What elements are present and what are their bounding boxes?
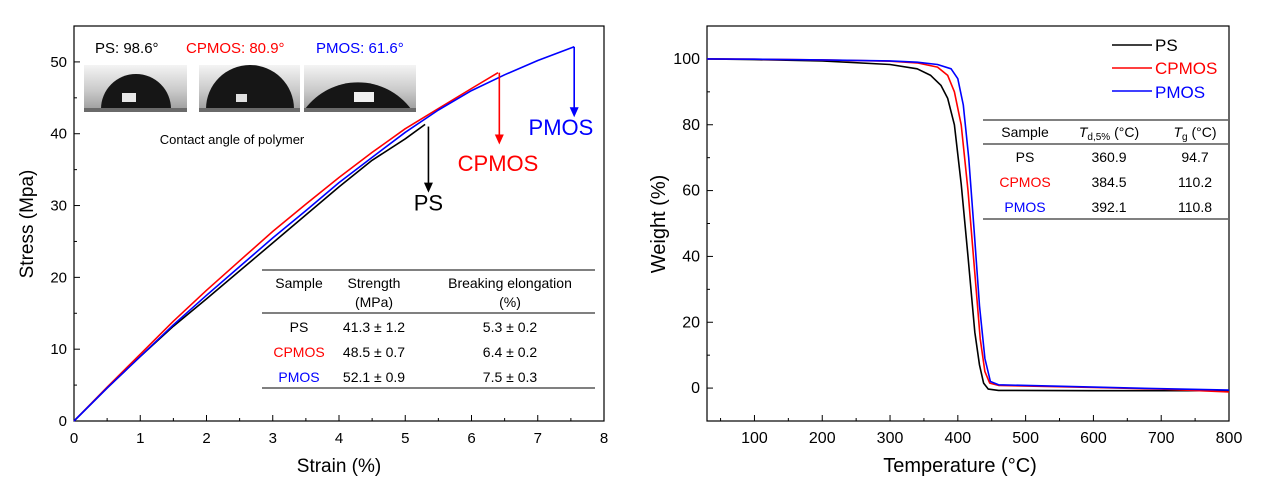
y-tick-label: 40 bbox=[50, 126, 67, 143]
x-tick-label: 8 bbox=[600, 430, 608, 447]
table-row-elongation: 5.3 ± 0.2 bbox=[483, 319, 538, 335]
x-tick-label: 100 bbox=[741, 430, 768, 447]
table-header-elongation: Breaking elongation bbox=[448, 275, 572, 291]
table-row-sample: PMOS bbox=[1004, 199, 1045, 215]
x-tick-label: 200 bbox=[809, 430, 836, 447]
table-row-td: 384.5 bbox=[1091, 174, 1126, 190]
table-row-strength: 52.1 ± 0.9 bbox=[343, 369, 405, 385]
legend-label-cpmos: CPMOS bbox=[1155, 59, 1217, 78]
stress-strain-chart: 0 1 2 3 4 5 6 7 8 0 10 20 30 40 50 PS CPMOS PMOS Strain … bbox=[17, 25, 608, 477]
series-group-left bbox=[73, 46, 575, 422]
x-tick-label: 400 bbox=[944, 430, 971, 447]
contact-angle-label-ps: PS: 98.6° bbox=[95, 40, 159, 57]
y-tick-label: 20 bbox=[682, 314, 700, 331]
contact-angle-caption: Contact angle of polymer bbox=[160, 132, 305, 147]
table-row-strength: 48.5 ± 0.7 bbox=[343, 344, 405, 360]
series-line-pmos-stress bbox=[73, 46, 575, 422]
table-row-strength: 41.3 ± 1.2 bbox=[343, 319, 405, 335]
y-axis-label-right: Weight (%) bbox=[648, 175, 670, 274]
y-tick-label: 30 bbox=[50, 198, 67, 215]
table-row-elongation: 6.4 ± 0.2 bbox=[483, 344, 538, 360]
tga-chart: 100 200 300 400 500 600 700 800 0 20 40 60 80 100 Tem… bbox=[648, 25, 1243, 477]
table-row-sample: PMOS bbox=[278, 369, 319, 385]
x-tick-label: 7 bbox=[534, 430, 542, 447]
break-label-pmos: PMOS bbox=[529, 115, 594, 140]
break-arrow-head-cpmos bbox=[494, 134, 504, 145]
legend: PS CPMOS PMOS bbox=[1112, 36, 1217, 102]
break-label-cpmos: CPMOS bbox=[458, 151, 539, 176]
table-row-elongation: 7.5 ± 0.3 bbox=[483, 369, 538, 385]
x-tick-label: 800 bbox=[1216, 430, 1243, 447]
x-tick-label: 2 bbox=[202, 430, 210, 447]
legend-label-pmos: PMOS bbox=[1155, 83, 1205, 102]
table-header-sample: Sample bbox=[1001, 124, 1049, 140]
x-tick-label: 4 bbox=[335, 430, 343, 447]
x-tick-label: 1 bbox=[136, 430, 144, 447]
table-row-tg: 110.2 bbox=[1178, 174, 1212, 190]
break-label-ps: PS bbox=[414, 191, 443, 216]
table-header-tg: Tg (°C) bbox=[1173, 124, 1216, 143]
series-group-right bbox=[706, 58, 1230, 393]
table-header-strength: Strength bbox=[348, 275, 401, 291]
x-tick-label: 700 bbox=[1148, 430, 1175, 447]
x-axis-label-left: Strain (%) bbox=[297, 456, 381, 477]
table-row-td: 392.1 bbox=[1091, 199, 1126, 215]
series-line-cpmos-stress bbox=[73, 72, 499, 422]
x-axis-label-right: Temperature (°C) bbox=[883, 455, 1037, 477]
contact-angle-inset: PS: 98.6° CPMOS: 80.9° PMOS: 61.6° bbox=[84, 40, 416, 147]
y-axis-label-left: Stress (Mpa) bbox=[17, 170, 38, 279]
table-header-elongation-unit: (%) bbox=[499, 294, 521, 310]
thermal-properties-table: Sample Td,5% (°C) Tg (°C) PS 360.9 94.7 … bbox=[983, 119, 1228, 220]
y-tick-label: 40 bbox=[682, 248, 700, 265]
series-line-ps-weight bbox=[706, 58, 1229, 392]
table-row-sample: PS bbox=[1016, 149, 1035, 165]
x-tick-label: 0 bbox=[70, 430, 78, 447]
droplet-image-cpmos bbox=[199, 65, 300, 112]
contact-angle-label-cpmos: CPMOS: 80.9° bbox=[186, 40, 285, 57]
table-header-td: Td,5% (°C) bbox=[1079, 124, 1139, 143]
annotation-group-left: PS CPMOS PMOS bbox=[414, 46, 594, 216]
y-tick-label: 20 bbox=[50, 269, 67, 286]
contact-angle-label-pmos: PMOS: 61.6° bbox=[316, 40, 404, 57]
x-tick-label: 6 bbox=[467, 430, 475, 447]
tick-group-left: 0 1 2 3 4 5 6 7 8 0 10 20 30 40 50 bbox=[50, 25, 608, 447]
table-header-sample: Sample bbox=[275, 275, 323, 291]
table-row-sample: PS bbox=[290, 319, 309, 335]
tick-group-right: 100 200 300 400 500 600 700 800 0 20 40 60 80 100 bbox=[673, 25, 1243, 447]
legend-label-ps: PS bbox=[1155, 36, 1178, 55]
series-line-cpmos-weight bbox=[706, 58, 1230, 393]
x-tick-label: 5 bbox=[401, 430, 409, 447]
x-tick-label: 300 bbox=[877, 430, 904, 447]
table-row-td: 360.9 bbox=[1091, 149, 1126, 165]
x-tick-label: 500 bbox=[1012, 430, 1039, 447]
y-tick-label: 10 bbox=[50, 341, 67, 358]
table-row-sample: CPMOS bbox=[999, 174, 1050, 190]
table-header-strength-unit: (MPa) bbox=[355, 294, 393, 310]
y-tick-label: 80 bbox=[682, 117, 700, 134]
series-line-pmos-weight bbox=[706, 58, 1230, 391]
y-tick-label: 50 bbox=[50, 54, 67, 71]
y-tick-label: 0 bbox=[59, 413, 67, 430]
break-arrow-head-pmos bbox=[569, 107, 579, 118]
x-tick-label: 600 bbox=[1080, 430, 1107, 447]
droplet-image-ps bbox=[84, 65, 187, 112]
table-row-tg: 94.7 bbox=[1181, 149, 1208, 165]
table-row-sample: CPMOS bbox=[273, 344, 324, 360]
y-tick-label: 0 bbox=[691, 380, 700, 397]
droplet-image-pmos bbox=[304, 65, 416, 112]
y-tick-label: 60 bbox=[682, 183, 700, 200]
mechanical-properties-table: Sample Strength (MPa) Breaking elongatio… bbox=[262, 269, 595, 389]
break-arrow-head-ps bbox=[423, 182, 433, 193]
table-row-tg: 110.8 bbox=[1178, 199, 1212, 215]
y-tick-label: 100 bbox=[673, 51, 700, 68]
x-tick-label: 3 bbox=[269, 430, 277, 447]
plot-frame-right bbox=[706, 25, 1230, 422]
